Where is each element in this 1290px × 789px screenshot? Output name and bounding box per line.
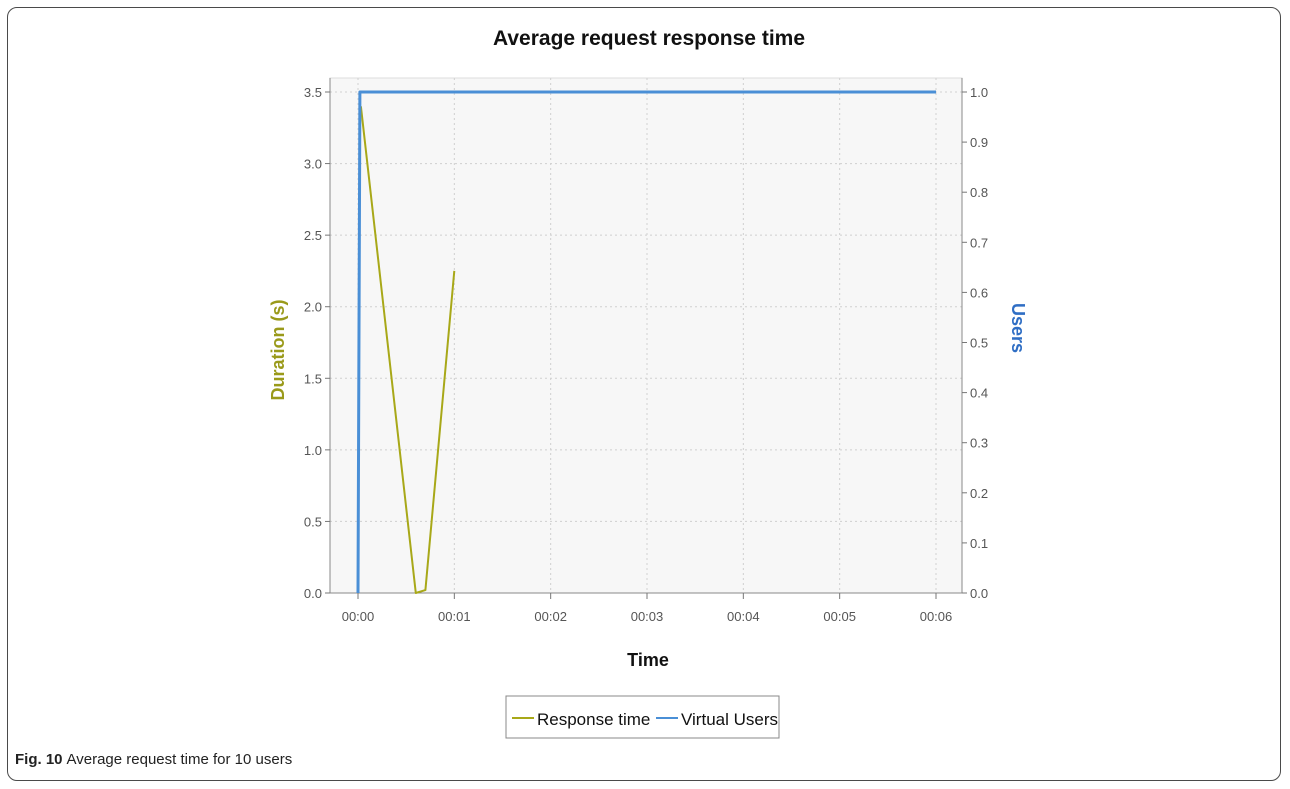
- right-tick-label: 0.2: [970, 486, 988, 501]
- right-tick-label: 0.1: [970, 536, 988, 551]
- right-tick-label: 0.5: [970, 336, 988, 351]
- series-line-response-time: [359, 106, 456, 594]
- x-axis-label: Time: [627, 650, 669, 670]
- x-tick-label: 00:04: [727, 609, 760, 624]
- left-tick-label: 1.0: [304, 443, 322, 458]
- figure-caption-label: Fig. 10: [15, 751, 63, 768]
- right-tick-label: 0.7: [970, 235, 988, 250]
- chart-title: Average request response time: [493, 27, 805, 50]
- x-tick-label: 00:02: [534, 609, 567, 624]
- left-tick-label: 3.5: [304, 85, 322, 100]
- plot-area: [329, 77, 963, 594]
- right-tick-label: 0.4: [970, 386, 988, 401]
- figure-caption: Fig. 10 Average request time for 10 users: [15, 751, 292, 768]
- x-tick-label: 00:06: [920, 609, 953, 624]
- right-tick-label: 0.0: [970, 586, 988, 601]
- right-axis-ticks: 0.0 0.1 0.2 0.3 0.4 0.5 0.6 0.7 0.8 0.9 1.0: [962, 85, 988, 601]
- left-tick-label: 3.0: [304, 157, 322, 172]
- left-tick-label: 2.0: [304, 300, 322, 315]
- right-tick-label: 0.8: [970, 185, 988, 200]
- y-axis-label-right: Users: [1008, 303, 1028, 353]
- left-tick-label: 0.5: [304, 514, 322, 529]
- series-line-virtual-users: [356, 90, 936, 594]
- x-axis-ticks: 00:00 00:01 00:02 00:03 00:04 00:05 00:06: [342, 593, 953, 624]
- figure-caption-text: Average request time for 10 users: [66, 751, 293, 768]
- left-axis-ticks: 0.0 0.5 1.0 1.5 2.0 2.5 3.0 3.5: [304, 85, 330, 601]
- x-tick-label: 00:05: [823, 609, 856, 624]
- legend-label-response-time: Response time: [537, 710, 650, 729]
- right-tick-label: 0.3: [970, 436, 988, 451]
- left-tick-label: 2.5: [304, 228, 322, 243]
- right-tick-label: 0.6: [970, 285, 988, 300]
- right-tick-label: 0.9: [970, 135, 988, 150]
- right-tick-label: 1.0: [970, 85, 988, 100]
- left-tick-label: 1.5: [304, 371, 322, 386]
- x-tick-label: 00:01: [438, 609, 471, 624]
- x-tick-label: 00:03: [631, 609, 664, 624]
- series-layer: [356, 90, 936, 594]
- left-tick-label: 0.0: [304, 586, 322, 601]
- grid-lines: [329, 78, 963, 594]
- y-axis-label-left: Duration (s): [268, 299, 288, 400]
- legend: Response time Virtual Users: [505, 695, 780, 739]
- legend-label-virtual-users: Virtual Users: [681, 710, 778, 729]
- x-tick-label: 00:00: [342, 609, 375, 624]
